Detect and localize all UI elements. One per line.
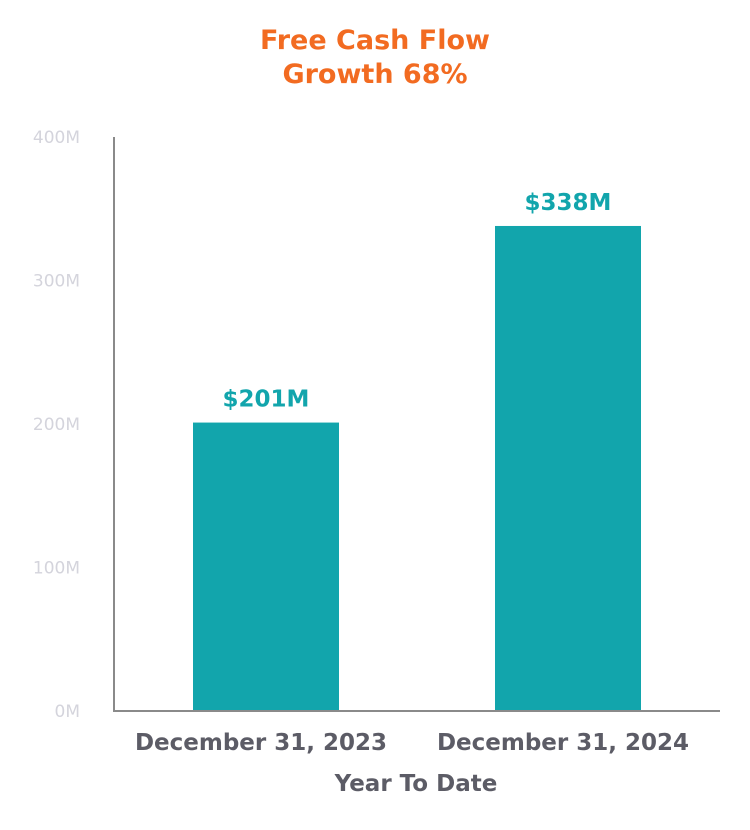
chart-title-block: Free Cash Flow Growth 68% <box>0 24 750 92</box>
data-label: $201M <box>223 387 310 413</box>
y-tick-label: 100M <box>33 559 80 579</box>
bar <box>495 225 641 711</box>
x-axis-title: Year To Date <box>334 771 498 797</box>
x-tick-label: December 31, 2023 <box>135 730 387 756</box>
y-tick-label: 0M <box>55 702 80 722</box>
bar <box>193 422 339 711</box>
y-tick-label: 200M <box>33 415 80 435</box>
y-tick-label: 400M <box>33 128 80 148</box>
data-label: $338M <box>525 190 612 216</box>
chart-title: Free Cash Flow <box>260 25 490 56</box>
y-tick-label: 300M <box>33 272 80 292</box>
x-tick-label: December 31, 2024 <box>437 730 689 756</box>
chart-subtitle: Growth 68% <box>282 59 468 90</box>
